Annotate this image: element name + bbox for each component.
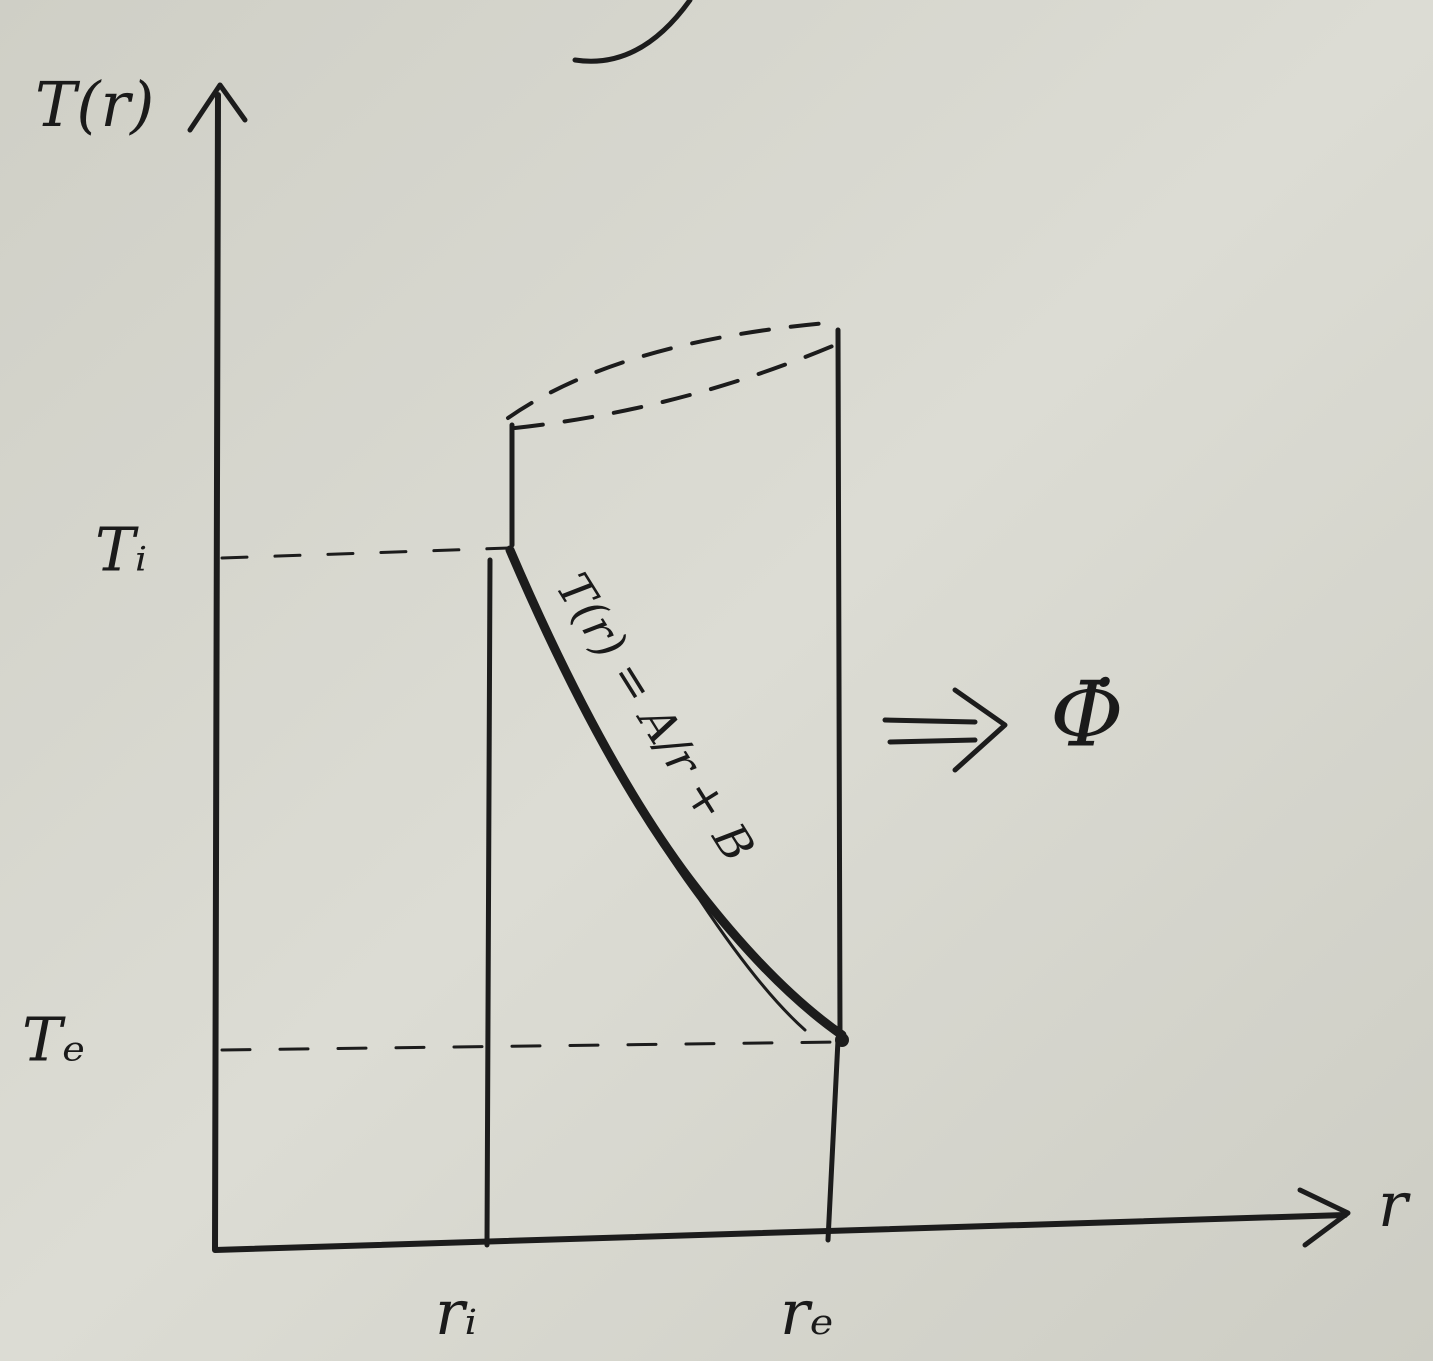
- x-arrow: [1297, 1187, 1351, 1248]
- outer-wall: [825, 327, 843, 1243]
- outer-radius: rₑ: [780, 1276, 834, 1349]
- y-axis-label: T(r): [35, 68, 154, 141]
- implies-arrow: [882, 687, 1008, 773]
- result-symbol: Φ̇: [1050, 662, 1124, 767]
- inner-radius: rᵢ: [435, 1276, 477, 1349]
- axes: [212, 92, 1348, 1253]
- end-point: [835, 1033, 849, 1047]
- x-axis-label: r: [1378, 1168, 1411, 1241]
- inner-wall: [484, 422, 515, 1248]
- cylinder-top: [506, 320, 840, 430]
- inner-temperature: Tᵢ: [95, 516, 147, 586]
- outer-level: [220, 1040, 842, 1052]
- scribble: [572, 0, 693, 64]
- y-arrow: [187, 82, 248, 133]
- outer-temperature: Tₑ: [22, 1006, 85, 1076]
- curve-stroke: [513, 558, 807, 1032]
